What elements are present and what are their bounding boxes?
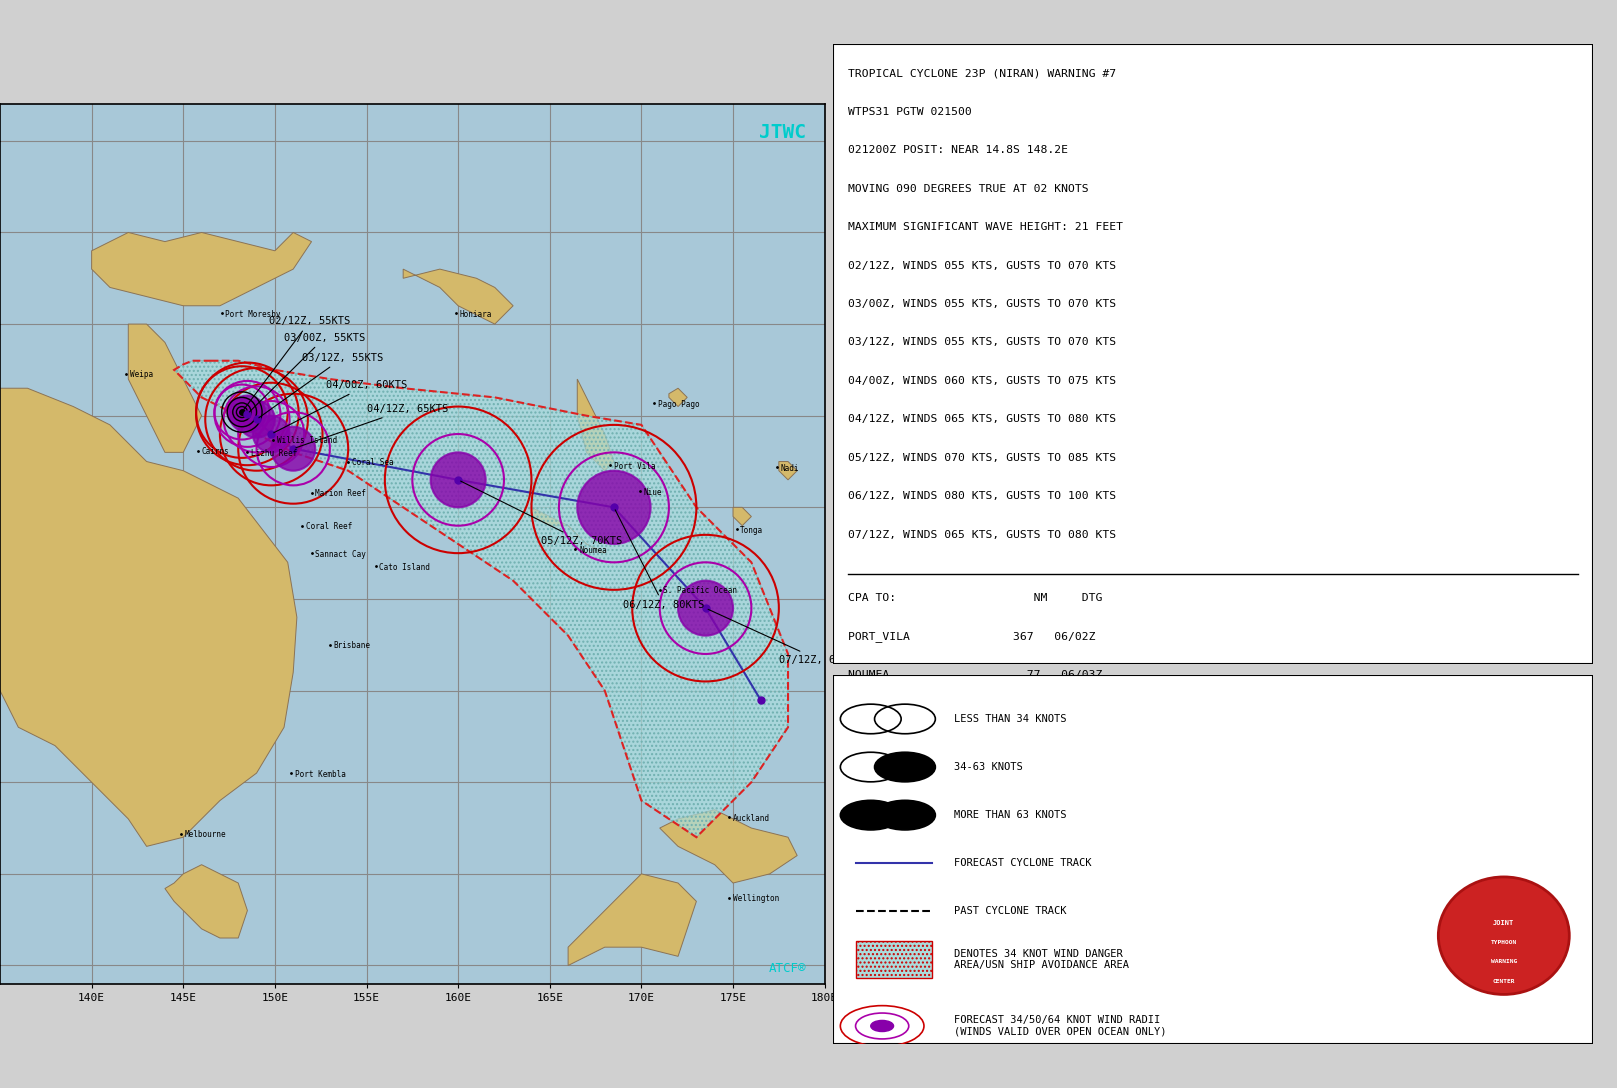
Text: 03/00Z, 55KTS: 03/00Z, 55KTS: [249, 333, 365, 412]
Text: WARNING: WARNING: [1491, 960, 1517, 964]
Polygon shape: [128, 324, 202, 453]
Text: CPA TO:                    NM     DTG: CPA TO: NM DTG: [847, 593, 1103, 603]
Text: PAST CYCLONE TRACK: PAST CYCLONE TRACK: [954, 906, 1067, 916]
Text: 02/12Z, WINDS 055 KTS, GUSTS TO 070 KTS: 02/12Z, WINDS 055 KTS, GUSTS TO 070 KTS: [847, 261, 1116, 271]
Circle shape: [577, 471, 650, 544]
Text: BEARING AND DISTANCE        DIR   DIST    TAU: BEARING AND DISTANCE DIR DIST TAU: [847, 771, 1158, 781]
Text: WTPS31 PGTW 021500: WTPS31 PGTW 021500: [847, 107, 972, 116]
Text: 04/12Z, WINDS 065 KTS, GUSTS TO 080 KTS: 04/12Z, WINDS 065 KTS, GUSTS TO 080 KTS: [847, 415, 1116, 424]
Polygon shape: [0, 388, 298, 846]
Text: MAXIMUM SIGNIFICANT WAVE HEIGHT: 21 FEET: MAXIMUM SIGNIFICANT WAVE HEIGHT: 21 FEET: [847, 222, 1122, 232]
Text: PORT_VILA               367   06/02Z: PORT_VILA 367 06/02Z: [847, 631, 1095, 642]
Text: CENTER: CENTER: [1492, 979, 1515, 984]
Text: Niue: Niue: [644, 487, 661, 496]
Text: DENOTES 34 KNOT WIND DANGER
AREA/USN SHIP AVOIDANCE AREA: DENOTES 34 KNOT WIND DANGER AREA/USN SHI…: [954, 949, 1129, 970]
Polygon shape: [532, 507, 605, 553]
Text: 07/12Z, WINDS 065 KTS, GUSTS TO 080 KTS: 07/12Z, WINDS 065 KTS, GUSTS TO 080 KTS: [847, 530, 1116, 540]
Text: TROPICAL CYCLONE 23P (NIRAN) WARNING #7: TROPICAL CYCLONE 23P (NIRAN) WARNING #7: [847, 69, 1116, 78]
Polygon shape: [403, 269, 513, 324]
Polygon shape: [568, 874, 697, 965]
Text: Pago Pago: Pago Pago: [658, 399, 700, 409]
Text: MORE THAN 63 KNOTS: MORE THAN 63 KNOTS: [954, 811, 1067, 820]
Text: FORECAST 34/50/64 KNOT WIND RADII
(WINDS VALID OVER OPEN OCEAN ONLY): FORECAST 34/50/64 KNOT WIND RADII (WINDS…: [954, 1015, 1167, 1037]
Text: Weipa: Weipa: [129, 370, 154, 380]
Text: 03/12Z, WINDS 055 KTS, GUSTS TO 070 KTS: 03/12Z, WINDS 055 KTS, GUSTS TO 070 KTS: [847, 337, 1116, 347]
Text: Marion Reef: Marion Reef: [315, 490, 365, 498]
Text: Willis Island: Willis Island: [277, 436, 336, 445]
Text: 07/12Z, 65KTS: 07/12Z, 65KTS: [708, 609, 860, 665]
Text: MOVING 090 DEGREES TRUE AT 02 KNOTS: MOVING 090 DEGREES TRUE AT 02 KNOTS: [847, 184, 1088, 194]
Polygon shape: [660, 809, 797, 883]
Text: 04/00Z, WINDS 060 KTS, GUSTS TO 075 KTS: 04/00Z, WINDS 060 KTS, GUSTS TO 075 KTS: [847, 376, 1116, 386]
Circle shape: [230, 396, 265, 432]
Text: Melbourne: Melbourne: [184, 830, 226, 839]
Circle shape: [1439, 877, 1570, 994]
Text: 04/00Z, 60KTS: 04/00Z, 60KTS: [273, 380, 407, 433]
Text: 06/12Z, WINDS 080 KTS, GUSTS TO 100 KTS: 06/12Z, WINDS 080 KTS, GUSTS TO 100 KTS: [847, 492, 1116, 502]
Text: 021200Z POSIT: NEAR 14.8S 148.2E: 021200Z POSIT: NEAR 14.8S 148.2E: [847, 145, 1067, 156]
Polygon shape: [779, 461, 797, 480]
Text: JOINT: JOINT: [1492, 919, 1515, 926]
Text: 03/12Z, 55KTS: 03/12Z, 55KTS: [259, 353, 383, 418]
Text: 02/12Z, 55KTS: 02/12Z, 55KTS: [244, 317, 351, 410]
FancyBboxPatch shape: [855, 941, 931, 978]
Text: NOUMEA                    77   06/03Z: NOUMEA 77 06/03Z: [847, 670, 1103, 680]
Text: Coral Sea: Coral Sea: [353, 458, 393, 467]
Text: S. Pacific Ocean: S. Pacific Ocean: [663, 586, 737, 595]
Polygon shape: [669, 388, 687, 407]
Text: Auckland: Auckland: [733, 814, 770, 823]
Text: 34-63 KNOTS: 34-63 KNOTS: [954, 762, 1024, 772]
Text: Cairns: Cairns: [202, 447, 230, 456]
Text: Port Kembla: Port Kembla: [294, 769, 346, 779]
Text: 06/12Z, 80KTS: 06/12Z, 80KTS: [614, 510, 705, 610]
Text: Coral Reef: Coral Reef: [306, 522, 353, 531]
Text: 05/12Z, 70KTS: 05/12Z, 70KTS: [461, 481, 623, 546]
Text: Honiara: Honiara: [459, 310, 492, 319]
Circle shape: [238, 401, 275, 437]
Text: 05/12Z, WINDS 070 KTS, GUSTS TO 085 KTS: 05/12Z, WINDS 070 KTS, GUSTS TO 085 KTS: [847, 453, 1116, 462]
Text: 03/00Z, WINDS 055 KTS, GUSTS TO 070 KTS: 03/00Z, WINDS 055 KTS, GUSTS TO 070 KTS: [847, 299, 1116, 309]
Text: FORECAST CYCLONE TRACK: FORECAST CYCLONE TRACK: [954, 858, 1091, 868]
Circle shape: [228, 397, 257, 426]
FancyBboxPatch shape: [833, 675, 1593, 1044]
Text: Lizhu Reef: Lizhu Reef: [251, 449, 298, 458]
Text: KINGSTON_IS.            249   06/15Z: KINGSTON_IS. 249 06/15Z: [847, 708, 1095, 719]
Text: Brisbane: Brisbane: [333, 642, 370, 651]
Text: TYPHOON: TYPHOON: [1491, 940, 1517, 944]
Polygon shape: [92, 233, 312, 306]
Text: JTWC: JTWC: [760, 123, 807, 141]
Polygon shape: [165, 865, 247, 938]
Text: 04/12Z, 65KTS: 04/12Z, 65KTS: [296, 404, 448, 448]
Text: Nadi: Nadi: [781, 463, 799, 472]
Text: Wellington: Wellington: [733, 894, 779, 903]
Circle shape: [252, 416, 289, 453]
Circle shape: [678, 581, 733, 635]
Circle shape: [875, 752, 935, 782]
Text: Sannact Cay: Sannact Cay: [315, 549, 365, 559]
Polygon shape: [577, 379, 614, 471]
Text: Tonga: Tonga: [741, 526, 763, 535]
Polygon shape: [733, 507, 752, 526]
Polygon shape: [175, 361, 787, 838]
Text: Cato Island: Cato Island: [380, 562, 430, 571]
Text: Port Vila: Port Vila: [614, 462, 655, 471]
Text: Noumea: Noumea: [579, 546, 606, 555]
Circle shape: [272, 426, 315, 471]
Text: Port Moresby: Port Moresby: [225, 310, 281, 319]
Circle shape: [875, 801, 935, 830]
Circle shape: [430, 453, 485, 507]
FancyBboxPatch shape: [833, 44, 1593, 664]
Text: CAIRNS                       048    187      0: CAIRNS 048 187 0: [847, 849, 1164, 858]
Text: ATCF®: ATCF®: [768, 962, 807, 975]
Text: (NM)  (HRS): (NM) (HRS): [847, 811, 1171, 820]
Text: LESS THAN 34 KNOTS: LESS THAN 34 KNOTS: [954, 714, 1067, 724]
Circle shape: [870, 1021, 894, 1031]
Circle shape: [841, 801, 901, 830]
